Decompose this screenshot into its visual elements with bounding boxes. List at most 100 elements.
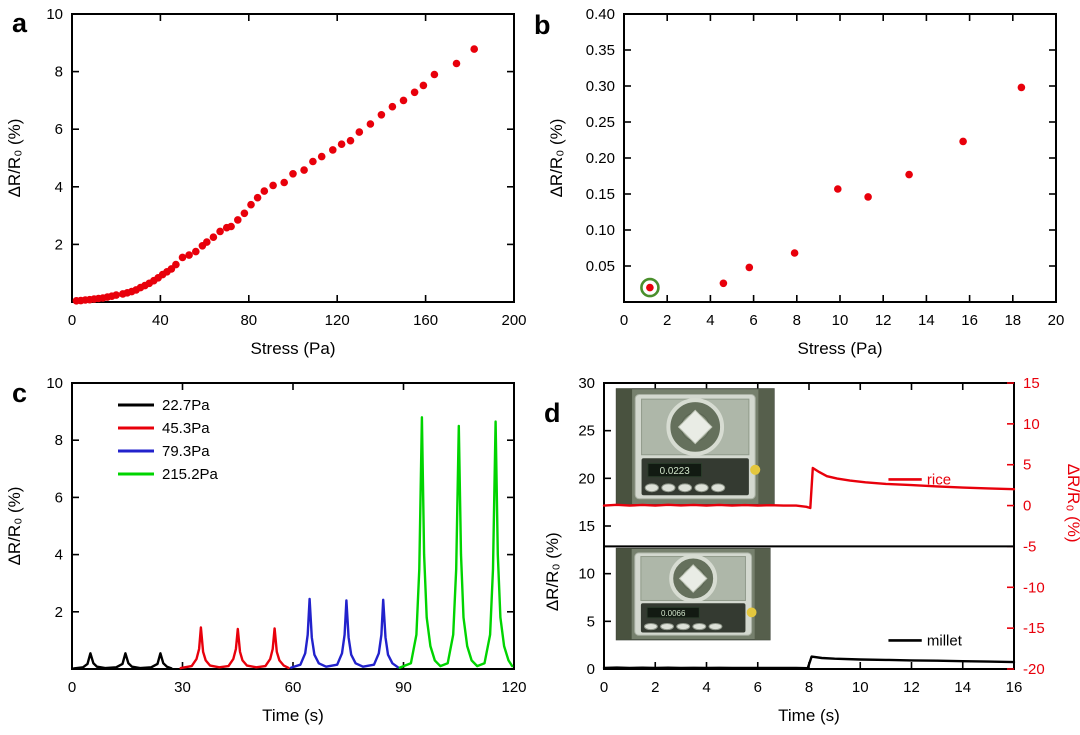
- series-label: rice: [927, 471, 951, 488]
- y-tick-label: 0.15: [586, 186, 615, 203]
- x-tick-label: 20: [1048, 312, 1065, 329]
- y-axis-title: ΔR/R₀ (%): [547, 119, 566, 198]
- y-tick-label: 4: [55, 179, 63, 196]
- series-rice: rice: [602, 466, 1016, 510]
- scatter-points: [72, 45, 479, 305]
- yellow-sticker: [750, 464, 761, 475]
- x-tick-label: 90: [395, 679, 412, 696]
- left-y-axis: 0 5 10 15 20 25 30: [578, 375, 611, 678]
- y-tick-label: 0: [587, 661, 595, 678]
- x-axis-title: Stress (Pa): [250, 339, 335, 358]
- x-tick-label: 16: [961, 312, 978, 329]
- x-tick-label: 120: [325, 312, 350, 329]
- y-tick-label: 0.10: [586, 222, 615, 239]
- x-tick-label: 4: [702, 679, 710, 696]
- y-tick-label: 0.25: [586, 114, 615, 131]
- y-tick-label: 10: [46, 6, 63, 23]
- y-tick-label: -15: [1023, 620, 1045, 637]
- balance-display-value: 0.0223: [660, 466, 691, 477]
- weighing-pan: [677, 409, 713, 445]
- chart-a: 0 40 80 120 160 200 Stress (Pa) 2 4 6 8 10 ΔR/R₀ (%): [5, 6, 527, 358]
- y-tick-label: 0.35: [586, 42, 615, 59]
- x-tick-label: 40: [152, 312, 169, 329]
- y-axis-title: ΔR/R₀ (%): [5, 119, 24, 198]
- x-tick-label: 0: [620, 312, 628, 329]
- plot-frame: [71, 13, 515, 303]
- x-tick-label: 14: [954, 679, 971, 696]
- x-tick-label: 30: [174, 679, 191, 696]
- y-tick-label: 0.30: [586, 78, 615, 95]
- line-series-group: [72, 416, 514, 670]
- y-tick-label: 0.05: [586, 258, 615, 275]
- y-tick-label: 10: [46, 375, 63, 392]
- y-tick-label: 6: [55, 489, 63, 506]
- y-tick-label: -5: [1023, 538, 1036, 555]
- y-tick-label: 15: [578, 518, 595, 535]
- x-axis: 0 2 4 6 8 10 12 14 16 18 20 Stress (Pa): [620, 14, 1065, 358]
- legend-label: 45.3Pa: [162, 420, 210, 437]
- y-tick-label: 0.40: [586, 6, 615, 23]
- x-axis-title: Stress (Pa): [797, 339, 882, 358]
- x-tick-label: 160: [413, 312, 438, 329]
- millet-balance-photo: 0.0066: [615, 547, 771, 641]
- y-tick-label: 0.20: [586, 150, 615, 167]
- x-tick-label: 2: [663, 312, 671, 329]
- y-tick-label: 5: [587, 613, 595, 630]
- x-tick-label: 60: [285, 679, 302, 696]
- x-tick-label: 0: [68, 312, 76, 329]
- scatter-points: [646, 83, 1026, 292]
- legend-label: 79.3Pa: [162, 443, 210, 460]
- y-tick-label: 8: [55, 432, 63, 449]
- x-tick-label: 2: [651, 679, 659, 696]
- x-tick-label: 6: [749, 312, 757, 329]
- x-tick-label: 12: [875, 312, 892, 329]
- x-tick-label: 6: [754, 679, 762, 696]
- x-tick-label: 10: [852, 679, 869, 696]
- x-tick-label: 120: [501, 679, 526, 696]
- right-y-axis-title: ΔR/R₀ (%): [1064, 464, 1080, 543]
- y-tick-label: 2: [55, 604, 63, 621]
- y-tick-label: 0: [1023, 498, 1031, 515]
- panel-c-chart: 0 30 60 90 120 Time (s) 2 4 6 8 10 ΔR/R₀ (%) 22.7Pa 4…: [0, 367, 540, 735]
- panel-label-d: d: [544, 398, 561, 428]
- x-tick-label: 10: [832, 312, 849, 329]
- x-tick-label: 8: [793, 312, 801, 329]
- rice-balance-photo: 0.0223: [615, 388, 775, 506]
- y-tick-label: 25: [578, 423, 595, 440]
- y-tick-label: -10: [1023, 579, 1045, 596]
- y-axis: 2 4 6 8 10: [46, 6, 514, 253]
- chart-c: 0 30 60 90 120 Time (s) 2 4 6 8 10 ΔR/R₀ (%) 22.7Pa 4…: [5, 375, 527, 725]
- legend-label: 22.7Pa: [162, 397, 210, 414]
- y-tick-label: 10: [1023, 416, 1040, 433]
- x-axis: 0 40 80 120 160 200 Stress (Pa): [68, 14, 527, 358]
- y-axis: 2 4 6 8 10: [46, 375, 514, 621]
- x-axis-title: Time (s): [262, 706, 324, 725]
- x-tick-label: 0: [600, 679, 608, 696]
- x-axis-title: Time (s): [778, 706, 840, 725]
- series-215.2Pa: [398, 416, 514, 669]
- x-axis: 0 30 60 90 120 Time (s): [68, 383, 527, 725]
- y-tick-label: 2: [55, 236, 63, 253]
- chart-b: 0 2 4 6 8 10 12 14 16 18 20 Stress (Pa) 0.05 0.10 0.15…: [547, 6, 1065, 358]
- x-tick-label: 200: [501, 312, 526, 329]
- y-tick-label: 8: [55, 64, 63, 81]
- x-axis: 0 2 4 6 8 10 12 14 16 Time (s): [600, 383, 1022, 725]
- balance-display: [647, 462, 703, 478]
- left-y-axis-title: ΔR/R₀ (%): [543, 532, 562, 611]
- x-tick-label: 0: [68, 679, 76, 696]
- y-tick-label: 10: [578, 566, 595, 583]
- panel-label-a: a: [12, 8, 28, 38]
- y-axis-title: ΔR/R₀ (%): [5, 487, 24, 566]
- y-tick-label: 30: [578, 375, 595, 392]
- series-label: millet: [927, 632, 963, 649]
- y-tick-label: 6: [55, 121, 63, 138]
- series-22.7Pa: [72, 652, 173, 670]
- y-tick-label: 4: [55, 547, 63, 564]
- panel-a-chart: 0 40 80 120 160 200 Stress (Pa) 2 4 6 8 10 ΔR/R₀ (%): [0, 0, 540, 372]
- x-tick-label: 8: [805, 679, 813, 696]
- series-millet: millet: [602, 632, 1016, 670]
- weighing-pan: [678, 564, 708, 593]
- legend: 22.7Pa 45.3Pa 79.3Pa 215.2Pa: [118, 397, 219, 483]
